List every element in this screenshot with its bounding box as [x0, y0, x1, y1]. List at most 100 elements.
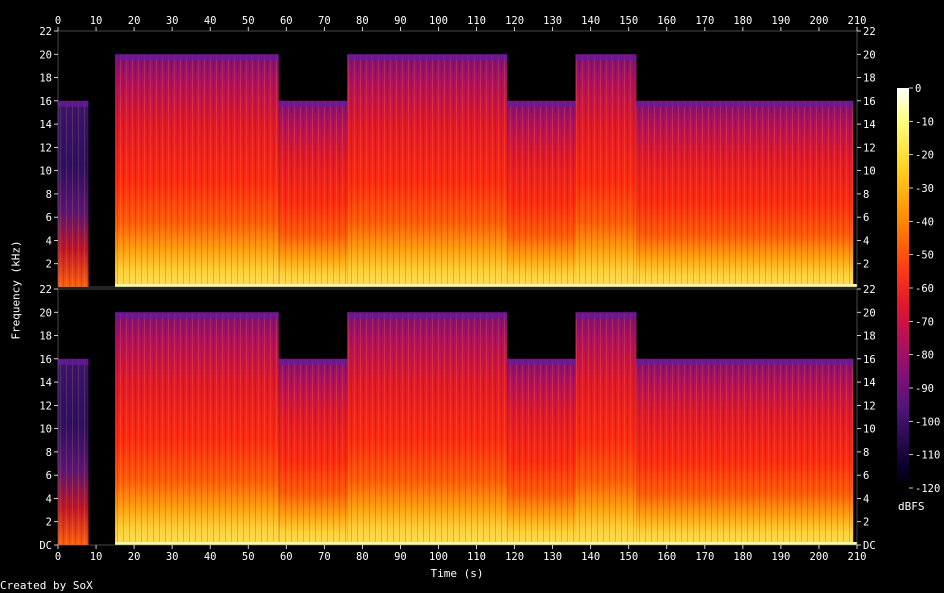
colorbar-tick-label: -50 — [915, 250, 934, 262]
x-tick-label-bottom: 40 — [204, 551, 217, 563]
x-tick-label-bottom: 160 — [657, 551, 676, 563]
y-tick-label-left: 2 — [46, 259, 52, 271]
x-tick-label-bottom: 130 — [543, 551, 562, 563]
y-tick-label-left: 6 — [46, 470, 52, 482]
y-tick-label-left: 22 — [39, 284, 52, 296]
x-tick-label-top: 70 — [318, 15, 331, 27]
x-tick-label-bottom: 0 — [55, 551, 61, 563]
y-tick-label-right: 6 — [863, 470, 869, 482]
x-tick-label-bottom: 30 — [166, 551, 179, 563]
y-tick-label-right: 14 — [863, 377, 876, 389]
x-tick-label-top: 180 — [733, 15, 752, 27]
y-tick-label-right: 20 — [863, 49, 876, 61]
x-tick-label-bottom: 140 — [581, 551, 600, 563]
colorbar-tick-label: -80 — [915, 350, 934, 362]
y-tick-label-right: 2 — [863, 259, 869, 271]
x-tick-label-bottom: 10 — [90, 551, 103, 563]
colorbar-tick-label: -110 — [915, 450, 940, 462]
plot-frame — [57, 30, 858, 288]
y-tick-label-left: 10 — [39, 424, 52, 436]
x-tick-label-bottom: 110 — [467, 551, 486, 563]
y-tick-label-left: 12 — [39, 400, 52, 412]
channel-panel-bottom — [58, 289, 858, 545]
x-tick-label-top: 90 — [394, 15, 407, 27]
x-tick-label-top: 10 — [90, 15, 103, 27]
y-tick-label-left: 20 — [39, 49, 52, 61]
colorbar-tick-label: -20 — [915, 150, 934, 162]
y-tick-label-right: 8 — [863, 447, 869, 459]
x-tick-label-top: 60 — [280, 15, 293, 27]
x-tick-label-bottom: 170 — [695, 551, 714, 563]
y-axis-label: Frequency (kHz) — [9, 240, 23, 340]
x-tick-label-top: 140 — [581, 15, 600, 27]
y-tick-label-left: 12 — [39, 142, 52, 154]
x-tick-label-bottom: 20 — [128, 551, 141, 563]
y-tick-label-left: 14 — [39, 377, 52, 389]
y-tick-label-right: 2 — [863, 517, 869, 529]
y-tick-label-left: 8 — [46, 189, 52, 201]
y-tick-label-left: 22 — [39, 26, 52, 38]
x-tick-label-bottom: 120 — [505, 551, 524, 563]
y-tick-label-right: 16 — [863, 354, 876, 366]
y-tick-label-right: 12 — [863, 142, 876, 154]
channel-panel-top — [58, 31, 858, 288]
y-tick-label-left: 10 — [39, 166, 52, 178]
colorbar — [897, 88, 909, 488]
x-tick-label-bottom: 80 — [356, 551, 369, 563]
y-tick-label-left: 18 — [39, 73, 52, 85]
plot-frame — [57, 288, 858, 546]
y-tick-label-right: 10 — [863, 424, 876, 436]
colorbar-tick-label: -10 — [915, 116, 934, 128]
colorbar-tick-label: -100 — [915, 416, 940, 428]
y-tick-label-right: 18 — [863, 331, 876, 343]
x-tick-label-top: 150 — [619, 15, 638, 27]
x-tick-label-top: 170 — [695, 15, 714, 27]
y-tick-label-right: 6 — [863, 212, 869, 224]
x-tick-label-bottom: 70 — [318, 551, 331, 563]
x-tick-label-bottom: 210 — [848, 551, 867, 563]
colorbar-tick-label: 0 — [915, 83, 921, 95]
x-tick-label-bottom: 100 — [429, 551, 448, 563]
x-tick-label-top: 200 — [809, 15, 828, 27]
x-axis-label: Time (s) — [430, 567, 484, 580]
y-tick-label-left: 2 — [46, 517, 52, 529]
x-tick-label-top: 120 — [505, 15, 524, 27]
y-tick-label-left: 6 — [46, 212, 52, 224]
y-tick-label-left: 8 — [46, 447, 52, 459]
x-tick-label-top: 130 — [543, 15, 562, 27]
x-tick-label-bottom: 50 — [242, 551, 255, 563]
y-tick-label-right: 12 — [863, 400, 876, 412]
colorbar-label: dBFS — [898, 500, 925, 513]
x-tick-label-top: 40 — [204, 15, 217, 27]
y-tick-label-left: DC — [39, 540, 52, 552]
x-tick-label-top: 100 — [429, 15, 448, 27]
colorbar-tick-label: -60 — [915, 283, 934, 295]
y-tick-label-right: 14 — [863, 119, 876, 131]
x-tick-label-bottom: 90 — [394, 551, 407, 563]
x-tick-label-top: 80 — [356, 15, 369, 27]
y-tick-label-right: 22 — [863, 284, 876, 296]
y-tick-label-right: 22 — [863, 26, 876, 38]
x-tick-label-top: 160 — [657, 15, 676, 27]
y-tick-label-right: 4 — [863, 235, 869, 247]
x-tick-label-top: 20 — [128, 15, 141, 27]
colorbar-tick-label: -90 — [915, 383, 934, 395]
colorbar-tick-label: -30 — [915, 183, 934, 195]
y-tick-label-left: 16 — [39, 96, 52, 108]
x-tick-label-bottom: 60 — [280, 551, 293, 563]
colorbar-tick-label: -120 — [915, 483, 940, 495]
y-tick-label-right: 10 — [863, 166, 876, 178]
x-tick-label-bottom: 180 — [733, 551, 752, 563]
x-tick-label-top: 50 — [242, 15, 255, 27]
y-tick-label-right: DC — [863, 540, 876, 552]
y-tick-label-left: 20 — [39, 307, 52, 319]
y-tick-label-left: 4 — [46, 493, 52, 505]
colorbar-tick-label: -70 — [915, 316, 934, 328]
colorbar-tick-label: -40 — [915, 216, 934, 228]
y-tick-label-left: 18 — [39, 331, 52, 343]
x-tick-label-bottom: 190 — [771, 551, 790, 563]
credit-text: Created by SoX — [0, 579, 93, 592]
y-tick-label-left: 14 — [39, 119, 52, 131]
x-tick-label-top: 0 — [55, 15, 61, 27]
